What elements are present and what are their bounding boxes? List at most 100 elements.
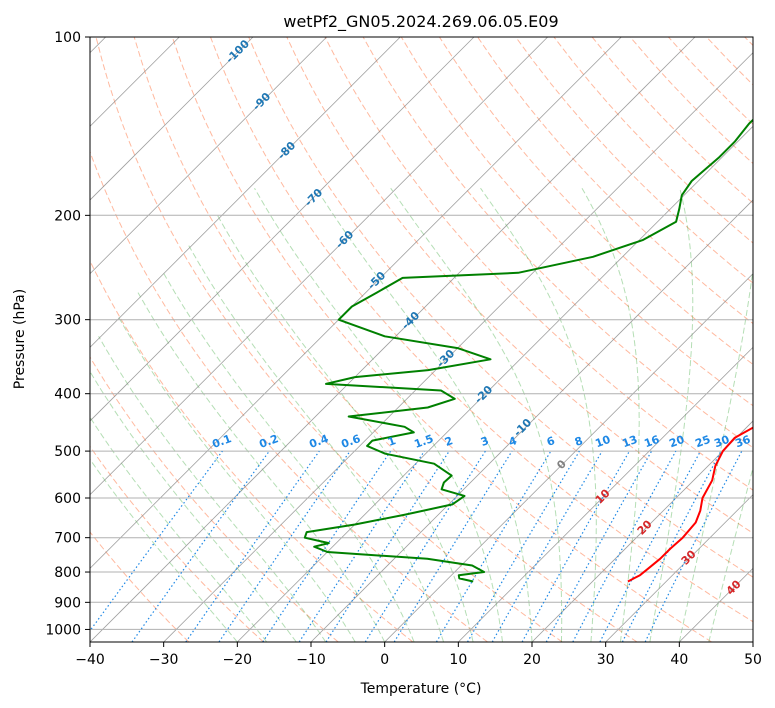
mixing-ratio-label: 36: [733, 433, 752, 451]
dry-adiabat-line: [744, 37, 753, 47]
isotherm-line: [605, 494, 753, 642]
y-tick-label: 100: [54, 30, 81, 46]
mixing-ratio-line: [325, 450, 450, 642]
background-lines: [90, 37, 753, 642]
dry-adiabat-line: [90, 356, 339, 642]
mixing-ratio-line: [435, 450, 552, 642]
dry-adiabat-line: [90, 259, 414, 642]
mixing-ratio-label: 2: [443, 434, 455, 449]
isotherm-line: [163, 52, 753, 642]
dry-adiabat-line: [706, 37, 753, 86]
y-tick-label: 600: [54, 491, 81, 507]
mixing-ratio-line: [521, 450, 631, 642]
isotherm-line: [384, 273, 753, 642]
y-axis-label: Pressure (hPa): [12, 289, 28, 389]
chart-title: wetPf2_GN05.2024.269.06.05.E09: [283, 12, 558, 32]
mixing-ratio-label: 20: [667, 433, 686, 451]
mixing-ratio-line: [298, 450, 425, 642]
moist-adiabat-line: [581, 187, 640, 642]
mixing-ratio-label: 0.2: [257, 432, 280, 451]
moist-adiabat-line: [90, 458, 238, 642]
mixing-ratio-line: [218, 450, 351, 642]
dry-adiabat-line: [95, 37, 563, 642]
x-tick-label: 40: [670, 652, 688, 668]
mixing-ratio-label: 16: [642, 433, 661, 451]
x-tick-label: 0: [380, 652, 389, 668]
mixing-ratio-label: 0.6: [339, 432, 362, 451]
mixing-ratio-label: 1: [386, 434, 398, 449]
moist-adiabat-line: [217, 215, 474, 642]
isotherm-line: [90, 37, 622, 569]
y-tick-label: 400: [54, 387, 81, 403]
dry-adiabat-line: [171, 37, 712, 642]
isotherm-line: [90, 37, 696, 642]
isotherm-line: [90, 37, 327, 275]
mixing-ratio-label: 6: [545, 434, 557, 449]
moist-adiabat-line: [678, 265, 753, 642]
isotherm-line: [458, 346, 753, 642]
mixing-ratio-line: [131, 450, 270, 642]
dry-adiabat-line: [133, 37, 638, 642]
dry-adiabat-line: [90, 531, 190, 642]
mixing-ratio-line: [90, 450, 223, 632]
y-tick-label: 500: [54, 444, 81, 460]
mixing-ratio-label: 13: [620, 433, 639, 450]
y-tick-label: 200: [54, 208, 81, 224]
mixing-ratio-line: [466, 450, 580, 642]
temperature-line: [627, 426, 753, 583]
y-tick-label: 800: [54, 565, 81, 581]
isotherm-label: -30: [434, 347, 457, 370]
moist-adiabat-line: [90, 370, 297, 642]
dry-adiabat-line: [400, 37, 753, 407]
moist-adiabat-line: [90, 416, 268, 642]
mixing-ratio-label: 30: [712, 433, 731, 451]
isotherm-line: [90, 37, 475, 422]
moist-adiabat-line: [162, 272, 415, 642]
dry-adiabat-line: [248, 37, 753, 578]
dry-adiabat-line: [210, 37, 753, 623]
moist-adiabat-line: [188, 245, 445, 642]
mixing-ratio-label: 8: [573, 434, 585, 449]
dry-adiabat-line: [591, 37, 753, 204]
isotherm-line: [752, 641, 753, 642]
isotherm-line: [310, 199, 753, 642]
mixing-ratio-label: 3: [479, 434, 491, 449]
isotherm-line: [90, 37, 254, 201]
mixing-ratio-line: [644, 450, 743, 642]
mixing-ratio-label: 25: [693, 433, 712, 450]
isotherm-label: 30: [679, 547, 699, 567]
dry-adiabat-line: [668, 37, 753, 125]
mixing-ratio-line: [262, 450, 392, 642]
mixing-ratio-label: 0.4: [307, 432, 330, 451]
dry-adiabat-line: [90, 150, 488, 642]
isotherm-line: [237, 125, 753, 642]
x-axis: −40 −30 −20 −10 0 10 20 30 40 50: [75, 642, 762, 668]
x-tick-label: −10: [296, 652, 326, 668]
x-tick-label: 20: [523, 652, 541, 668]
dewpoint-line: [303, 118, 753, 583]
mixing-ratio-line: [545, 450, 653, 642]
x-axis-label: Temperature (°C): [360, 681, 482, 697]
isotherm-line: [531, 420, 753, 642]
isotherm-label: -100: [223, 37, 252, 66]
x-tick-label: 10: [449, 652, 467, 668]
y-tick-label: 1000: [45, 622, 81, 638]
x-tick-label: −40: [75, 652, 105, 668]
x-tick-label: −20: [223, 652, 253, 668]
mixing-ratio-line: [572, 450, 677, 642]
y-axis: 100 200 300 400 500 600 700 800 900 1000: [45, 30, 90, 638]
moist-adiabat-line: [117, 315, 356, 642]
x-tick-label: 30: [597, 652, 615, 668]
mixing-ratio-line: [393, 450, 513, 642]
plot-frame: [89, 36, 754, 643]
mixing-ratio-label: 4: [507, 434, 519, 449]
dry-adiabat-line: [90, 445, 264, 642]
isotherm-label: -20: [472, 383, 495, 406]
isotherm-line: [90, 37, 401, 348]
moist-adiabat-line: [315, 187, 533, 642]
isotherm-label: 20: [635, 517, 655, 537]
moist-adiabat-line: [390, 187, 563, 642]
x-tick-label: 50: [744, 652, 762, 668]
dry-adiabat-line: [438, 37, 753, 366]
mixing-ratio-label: 1.5: [412, 432, 435, 451]
